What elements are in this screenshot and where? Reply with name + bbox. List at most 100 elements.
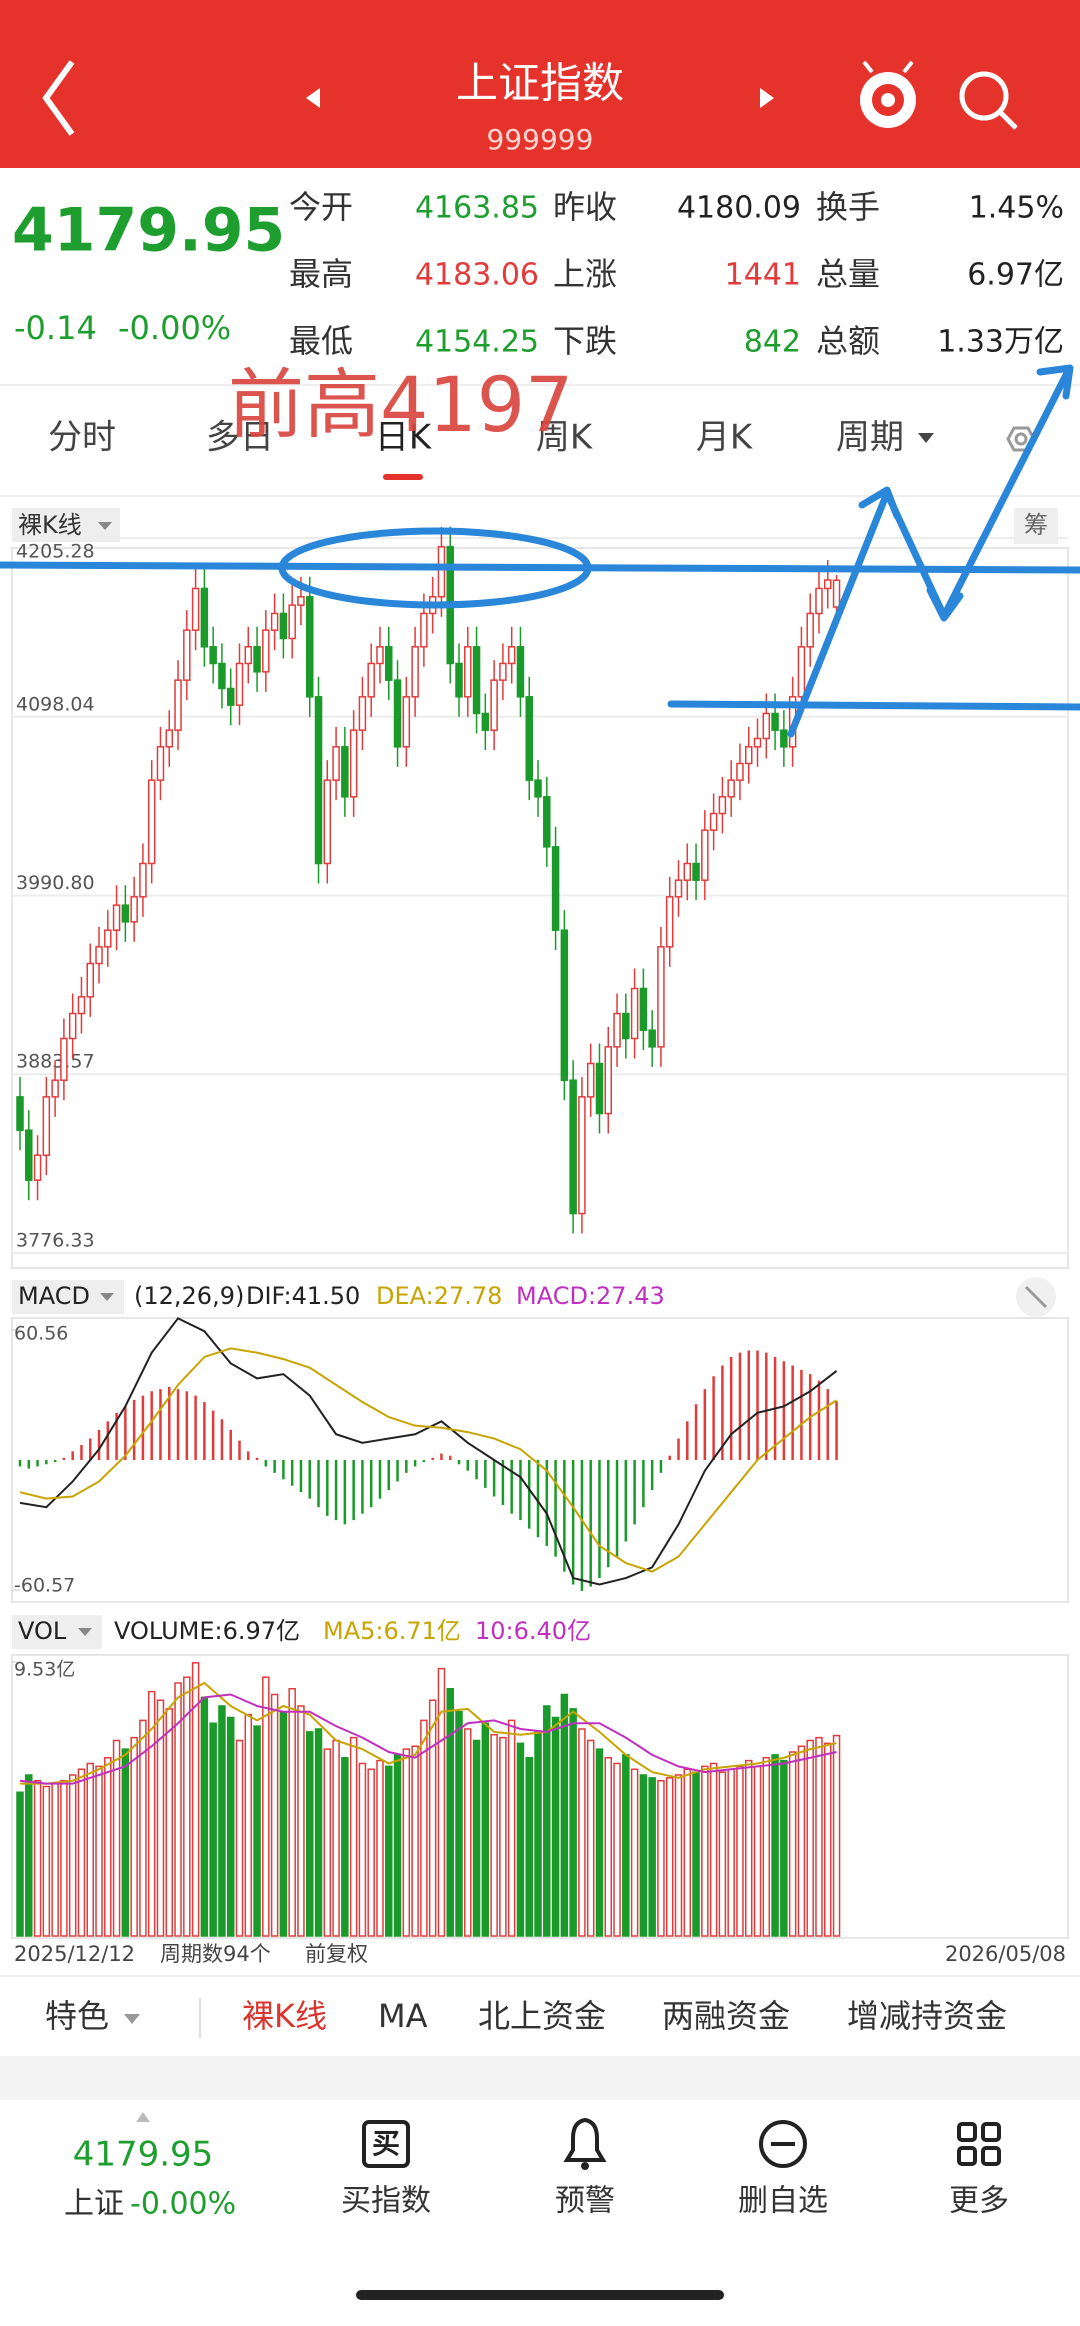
volume-bar: [455, 1710, 463, 1937]
candle-body: [727, 779, 735, 798]
y-tick-label: 3776.33: [16, 1230, 95, 1252]
candle-body: [262, 629, 270, 673]
nav-label[interactable]: 买指数: [341, 2184, 431, 2219]
bottom-change[interactable]: -0.00%: [130, 2187, 236, 2222]
volume-bar: [657, 1779, 665, 1937]
candle-body: [525, 696, 533, 781]
volume-bar: [832, 1734, 841, 1937]
chip-label[interactable]: 筹: [1024, 511, 1048, 539]
macd-name[interactable]: MACD: [18, 1282, 90, 1310]
nav-label[interactable]: 删自选: [738, 2184, 828, 2219]
volume-bar: [358, 1762, 367, 1937]
indicator-tab[interactable]: 特色: [45, 1997, 109, 2035]
field-label: 最高: [289, 255, 353, 293]
candle-body: [183, 629, 191, 681]
quote-price: 4179.95: [12, 196, 285, 266]
candle-body: [16, 1096, 24, 1131]
candle-body: [648, 1029, 656, 1048]
buy-icon[interactable]: 买: [362, 2120, 410, 2168]
chip-button[interactable]: [1014, 508, 1058, 544]
volume-bar: [376, 1759, 384, 1937]
bottom-name[interactable]: 上证: [64, 2187, 124, 2222]
y-tick-label: 60.56: [14, 1323, 68, 1345]
more-icon[interactable]: [957, 2122, 1001, 2166]
field-value: 1.33万亿: [937, 325, 1064, 360]
volume-bar: [305, 1731, 314, 1937]
volume-bar: [797, 1745, 806, 1937]
volume-bar: [630, 1768, 639, 1937]
period-tab[interactable]: 多日: [206, 418, 274, 458]
mode-label[interactable]: 裸K线: [18, 511, 82, 539]
alert-icon[interactable]: [563, 2117, 607, 2170]
candle-body: [586, 1062, 595, 1098]
volume-bar: [586, 1739, 595, 1937]
candle-body: [51, 1079, 59, 1098]
candle-body: [490, 679, 498, 731]
candle-body: [507, 646, 516, 665]
volume-bar: [780, 1759, 788, 1937]
volume-bar: [578, 1728, 586, 1937]
volume-bar: [516, 1742, 525, 1937]
candle-body: [112, 904, 121, 931]
volume-bar: [411, 1745, 419, 1937]
volume-bar: [551, 1716, 560, 1937]
bottom-nav: 买指数 预警 删自选 更多: [341, 2184, 1009, 2219]
indicator-tab[interactable]: 裸K线: [242, 1997, 327, 2035]
candle-body: [244, 646, 253, 665]
volume-bar: [270, 1693, 279, 1937]
period-tab[interactable]: 周期: [836, 418, 904, 458]
vol-name[interactable]: VOL: [18, 1617, 67, 1645]
volume-bar: [279, 1710, 288, 1937]
candle-body: [411, 646, 419, 698]
back-button[interactable]: [42, 60, 75, 136]
candle-body: [569, 1079, 577, 1215]
volume-bar: [104, 1756, 112, 1937]
indicator-tab[interactable]: MA: [378, 1997, 428, 2035]
field-value: 4163.85: [415, 191, 539, 226]
volume-bar: [393, 1754, 402, 1937]
nav-label[interactable]: 更多: [949, 2184, 1009, 2219]
quote-change: -0.14: [14, 309, 97, 347]
period-tab[interactable]: 分时: [48, 418, 116, 458]
indicator-tab[interactable]: 北上资金: [478, 1997, 606, 2035]
macd-frame: [11, 1317, 1069, 1603]
volume-bar: [736, 1765, 744, 1937]
field-value: 4180.09: [677, 191, 801, 226]
candle-body: [25, 1129, 33, 1181]
buy-icon-text[interactable]: 买: [372, 2127, 400, 2160]
assistant-icon[interactable]: [860, 60, 916, 128]
candle-body: [472, 646, 481, 715]
candle-body: [718, 796, 727, 815]
indicator-tab[interactable]: 增减持资金: [847, 1997, 1007, 2035]
expand-arrow[interactable]: [136, 2112, 150, 2122]
prev-arrow[interactable]: [306, 88, 320, 108]
volume-bar: [595, 1748, 604, 1937]
start-date: 2025/12/12: [14, 1942, 135, 1966]
candle-body: [780, 729, 788, 748]
period-tab[interactable]: 月K: [696, 418, 754, 458]
next-arrow[interactable]: [760, 88, 774, 108]
volume-bar: [235, 1739, 244, 1937]
volume-bar: [16, 1791, 24, 1937]
candle-body: [639, 987, 648, 1031]
candle-body: [191, 587, 200, 631]
volume-bar: [51, 1782, 59, 1937]
period-count: 周期数94个: [160, 1942, 271, 1966]
candle-body: [33, 1154, 42, 1181]
volume-bar: [349, 1736, 358, 1937]
indicator-tab[interactable]: 两融资金: [662, 1997, 790, 2035]
remove-icon[interactable]: [759, 2120, 807, 2168]
volume-bar: [718, 1771, 727, 1937]
period-tab[interactable]: 日K: [375, 418, 433, 458]
expand-icon[interactable]: [1016, 1277, 1056, 1317]
bottom-price[interactable]: 4179.95: [73, 2135, 214, 2175]
candle-body: [622, 1012, 630, 1040]
field-value: 4183.06: [415, 258, 539, 293]
candle-body: [121, 904, 130, 923]
period-tab[interactable]: 周K: [536, 418, 594, 458]
search-icon[interactable]: [959, 71, 1018, 130]
field-value: 1.45%: [969, 191, 1064, 226]
nav-label[interactable]: 预警: [555, 2184, 615, 2219]
candle-body: [762, 712, 771, 740]
field-value: 1441: [725, 258, 801, 293]
